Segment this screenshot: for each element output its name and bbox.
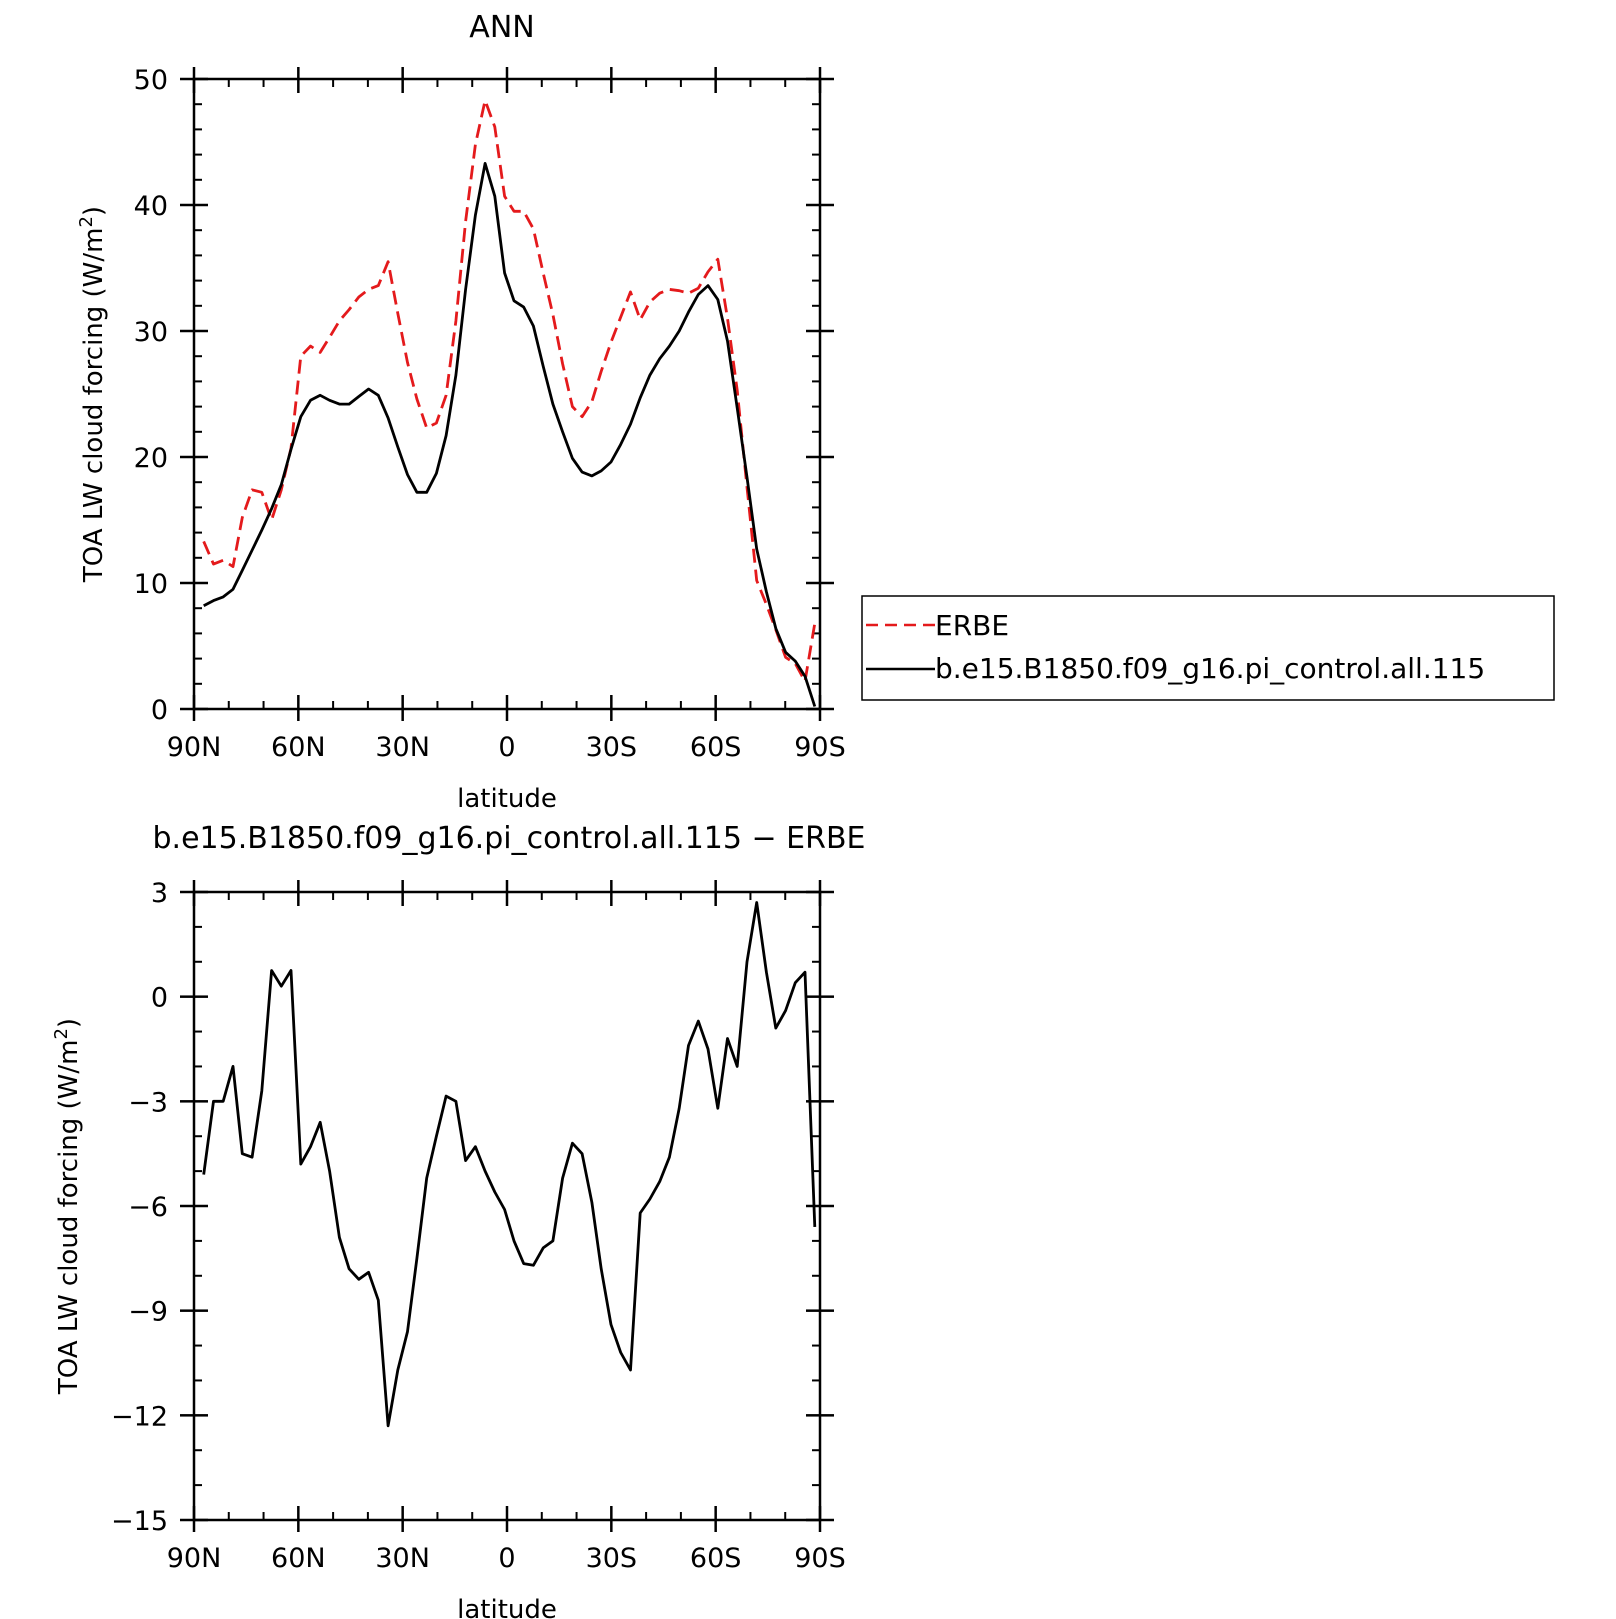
panel1-series-lines <box>202 99 817 707</box>
x-tick-label: 90N <box>167 732 222 763</box>
y-tick-label: −12 <box>111 1401 168 1432</box>
panel2-frame <box>192 890 822 1522</box>
x-tick-label: 30N <box>375 1543 430 1574</box>
x-tick-label: 60N <box>271 732 326 763</box>
y-tick-label: 0 <box>151 983 168 1014</box>
x-tick-label: 90N <box>167 1543 222 1574</box>
x-tick-label: 90S <box>794 732 846 763</box>
x-tick-label: 90S <box>794 1543 846 1574</box>
legend-label-model: b.e15.B1850.f09_g16.pi_control.all.115 <box>935 652 1485 685</box>
panel1-y-axis-label: TOA LW cloud forcing (W/m2) <box>76 206 109 583</box>
y-tick-label: −3 <box>128 1087 168 1118</box>
legend-label-erbe: ERBE <box>935 609 1009 642</box>
y-tick-label: −15 <box>111 1506 168 1537</box>
x-tick-label: 60N <box>271 1543 326 1574</box>
x-tick-label: 30N <box>375 732 430 763</box>
panel-difference: b.e15.B1850.f09_g16.pi_control.all.115 −… <box>51 821 866 1619</box>
y-tick-label: 20 <box>134 443 168 474</box>
panel2-x-axis-label: latitude <box>457 1595 557 1619</box>
panel1-x-axis-label: latitude <box>457 784 557 814</box>
series-line-erbe <box>202 99 817 683</box>
legend-box <box>861 595 1555 701</box>
x-tick-label: 0 <box>498 732 515 763</box>
x-tick-label: 30S <box>586 732 638 763</box>
x-tick-label: 60S <box>690 732 742 763</box>
legend: ERBE b.e15.B1850.f09_g16.pi_control.all.… <box>861 595 1555 701</box>
panel1-ticks: 90N 60N 30N 0 30S 60S 90S 0 10 20 30 40 50 <box>134 65 846 763</box>
panel1-frame <box>192 77 822 711</box>
panel2-series-lines <box>202 901 817 1428</box>
series-line-b-e15-b1850-f09-g16-pi-control-all-115 <box>203 161 817 707</box>
y-tick-label: 50 <box>134 65 168 96</box>
y-tick-label: −9 <box>128 1297 168 1328</box>
panel2-y-axis-label: TOA LW cloud forcing (W/m2) <box>51 1018 84 1395</box>
x-tick-label: 60S <box>690 1543 742 1574</box>
y-tick-label: 30 <box>134 317 168 348</box>
y-tick-label: 40 <box>134 191 168 222</box>
panel1-title: ANN <box>469 10 534 45</box>
y-tick-label: 10 <box>134 569 168 600</box>
y-tick-label: 3 <box>151 878 168 909</box>
series-line-difference <box>202 901 817 1428</box>
panel-annual-mean: ANN 90N 60N 30N 0 30S 60S 90S 0 10 20 30 40 50 latit… <box>76 10 1555 814</box>
y-tick-label: −6 <box>128 1192 168 1223</box>
y-tick-label: 0 <box>151 695 168 726</box>
x-tick-label: 0 <box>498 1543 515 1574</box>
panel2-title: b.e15.B1850.f09_g16.pi_control.all.115 −… <box>153 821 866 856</box>
x-tick-label: 30S <box>586 1543 638 1574</box>
panel2-ticks: 90N 60N 30N 0 30S 60S 90S 3 0 −3 −6 −9 −12 −15 <box>111 878 846 1574</box>
